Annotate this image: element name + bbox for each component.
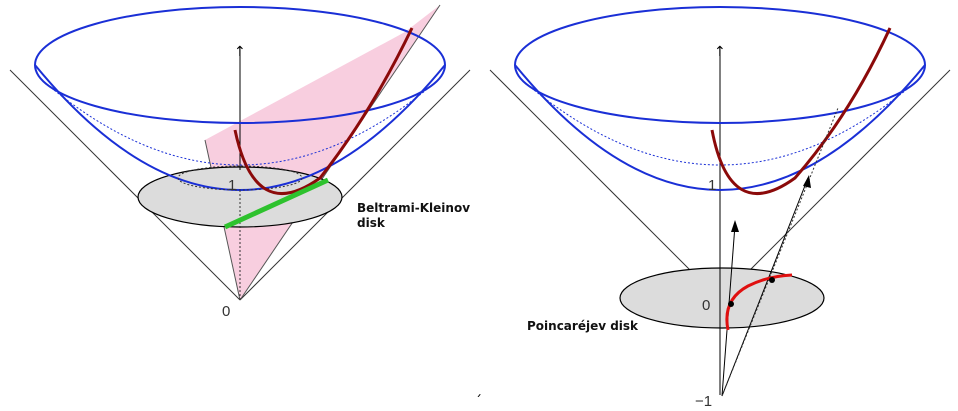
klein-disk-label-line2: disk	[357, 216, 386, 230]
left-panel: ↑ 1 0 Beltrami-Kleinov disk	[9, 4, 471, 320]
axis-arrow-right: ↑	[714, 44, 726, 60]
footer-mark: ´	[475, 394, 482, 410]
hyperboloid-inner-contour-right	[521, 79, 919, 166]
poincare-point-2	[769, 277, 775, 283]
poincare-arc	[725, 273, 793, 331]
poincare-disk	[619, 267, 825, 329]
klein-chord	[223, 177, 330, 230]
projection-line-2	[721, 177, 809, 397]
poincare-point-1	[728, 301, 734, 307]
hyperboloid-inner-contour	[41, 79, 439, 166]
hyperboloid-vertex-ellipse	[177, 165, 303, 191]
projection-arrowhead-1	[731, 220, 739, 232]
hyperboloid-rim-right	[514, 6, 926, 124]
light-cone-left-edge	[9, 69, 241, 301]
light-cone-right-edge-right	[719, 69, 951, 301]
hyperboloid-rim	[34, 6, 446, 124]
geodesic-curve-right	[710, 27, 892, 195]
label-zero: 0	[222, 303, 230, 320]
label-one: 1	[228, 177, 236, 194]
poincare-disk-label: Poincaréjev disk	[527, 319, 639, 333]
light-cone-right-edge	[239, 69, 471, 301]
projection-arrowhead-2	[803, 175, 811, 188]
hyperboloid-sheet-right	[514, 64, 926, 191]
klein-disk-label-line1: Beltrami-Kleinov	[357, 201, 470, 215]
light-cone-left-edge-right	[489, 69, 721, 301]
label-one-right: 1	[708, 177, 716, 194]
axis-arrow: ↑	[234, 44, 246, 60]
geodesic-curve	[233, 27, 414, 195]
label-zero-right: 0	[702, 297, 710, 314]
right-panel: ↑ 1 0 −1 Poincaréjev disk	[489, 6, 951, 410]
label-minus-one: −1	[695, 393, 712, 410]
